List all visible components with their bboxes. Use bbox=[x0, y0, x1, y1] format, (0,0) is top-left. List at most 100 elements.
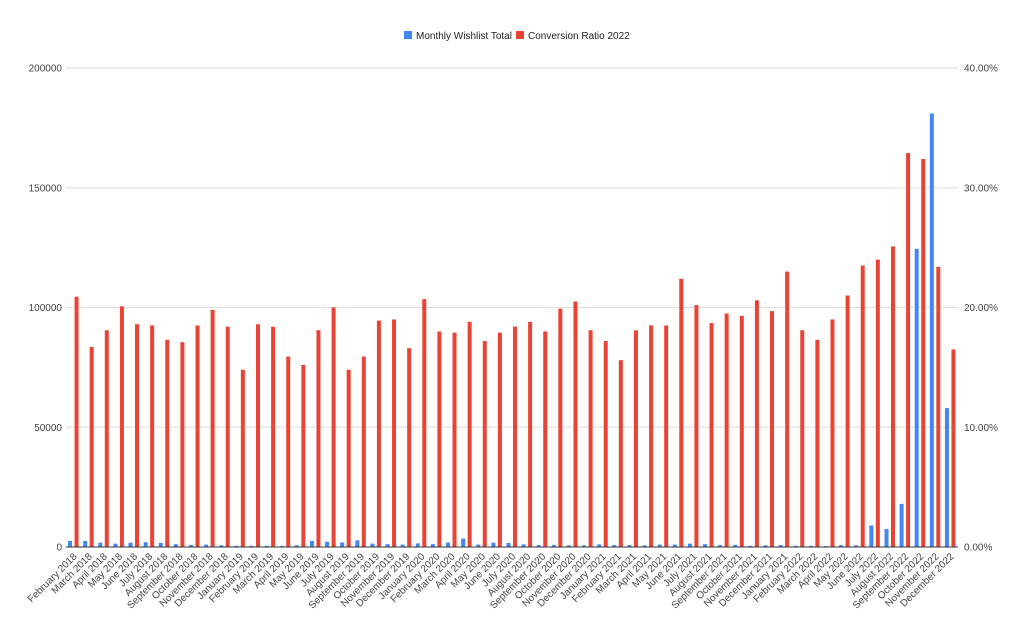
bar-wishlist bbox=[551, 545, 556, 547]
bar-wishlist bbox=[944, 408, 949, 547]
bar-wishlist bbox=[400, 544, 405, 547]
bar-wishlist bbox=[521, 544, 526, 547]
left-axis: 0 50000 100000 150000 200000 bbox=[29, 64, 63, 554]
bar-wishlist bbox=[657, 544, 662, 547]
bar-conversion bbox=[195, 325, 200, 547]
bar-conversion bbox=[603, 341, 608, 547]
left-tick-label: 150000 bbox=[29, 183, 63, 194]
bar-conversion bbox=[785, 271, 790, 547]
left-tick-label: 0 bbox=[56, 543, 62, 554]
legend-label-conversion: Conversion Ratio 2022 bbox=[528, 31, 630, 42]
bar-wishlist bbox=[113, 543, 118, 547]
bar-wishlist bbox=[748, 545, 753, 547]
bar-conversion bbox=[513, 326, 517, 547]
bar-wishlist bbox=[703, 544, 708, 547]
left-tick-label: 100000 bbox=[29, 303, 63, 314]
bar-wishlist bbox=[415, 543, 420, 547]
bar-conversion bbox=[558, 308, 563, 547]
bar-wishlist bbox=[385, 544, 390, 547]
bar-conversion bbox=[271, 326, 276, 547]
bar-conversion bbox=[860, 265, 865, 547]
bar-wishlist bbox=[143, 542, 148, 547]
bar-wishlist bbox=[839, 545, 844, 547]
bar-wishlist bbox=[128, 542, 133, 547]
bar-wishlist bbox=[884, 529, 889, 547]
bar-conversion bbox=[770, 311, 775, 547]
bar-conversion bbox=[346, 369, 351, 547]
bar-wishlist bbox=[642, 545, 647, 547]
bar-wishlist bbox=[718, 545, 723, 547]
bar-wishlist bbox=[582, 545, 587, 547]
bar-wishlist bbox=[234, 545, 239, 547]
bar-conversion bbox=[800, 330, 805, 547]
bar-conversion bbox=[573, 301, 578, 547]
bar-wishlist bbox=[325, 541, 330, 547]
bar-conversion bbox=[210, 309, 215, 547]
bar-wishlist bbox=[672, 544, 677, 547]
right-tick-label: 10.00% bbox=[964, 423, 998, 434]
bar-conversion bbox=[452, 332, 457, 547]
bar-wishlist bbox=[476, 544, 481, 547]
bar-wishlist bbox=[793, 545, 798, 547]
legend-label-wishlist: Monthly Wishlist Total bbox=[416, 31, 512, 42]
bar-wishlist bbox=[763, 545, 768, 547]
bar-wishlist bbox=[173, 544, 178, 547]
bar-wishlist bbox=[491, 542, 496, 547]
bar-conversion bbox=[951, 349, 956, 547]
bar-conversion bbox=[316, 330, 321, 547]
bar-conversion bbox=[180, 342, 185, 547]
bar-conversion bbox=[392, 319, 397, 547]
bar-conversion bbox=[225, 326, 230, 547]
bar-conversion bbox=[135, 324, 140, 547]
bar-conversion bbox=[467, 321, 472, 547]
bar-wishlist bbox=[264, 545, 269, 547]
bar-conversion bbox=[618, 360, 623, 547]
bar-conversion bbox=[724, 313, 729, 547]
bar-conversion bbox=[331, 307, 336, 547]
left-tick-label: 200000 bbox=[29, 64, 63, 75]
bar-wishlist bbox=[370, 543, 375, 547]
right-tick-label: 40.00% bbox=[964, 64, 998, 75]
bar-conversion bbox=[528, 321, 533, 547]
bar-conversion bbox=[633, 330, 638, 547]
bar-conversion bbox=[709, 323, 714, 547]
bar-wishlist bbox=[566, 545, 571, 547]
bar-wishlist bbox=[430, 544, 435, 547]
bar-conversion bbox=[890, 246, 895, 548]
right-tick-label: 30.00% bbox=[964, 183, 998, 194]
bar-wishlist bbox=[204, 544, 209, 547]
bar-wishlist bbox=[189, 545, 194, 547]
bar-conversion bbox=[255, 324, 260, 547]
bar-conversion bbox=[679, 278, 684, 547]
bar-conversion bbox=[165, 339, 170, 547]
bar-conversion bbox=[286, 356, 291, 547]
bar-conversion bbox=[830, 319, 835, 547]
bar-conversion bbox=[437, 331, 442, 547]
bar-conversion bbox=[664, 325, 669, 547]
bar-wishlist bbox=[899, 503, 904, 547]
bar-conversion bbox=[119, 306, 124, 547]
bar-conversion bbox=[921, 159, 926, 547]
bar-wishlist bbox=[506, 542, 511, 547]
bar-wishlist bbox=[98, 542, 103, 547]
bar-wishlist bbox=[597, 544, 602, 547]
bar-wishlist bbox=[309, 541, 314, 547]
bar-conversion bbox=[240, 369, 245, 547]
bar-wishlist bbox=[536, 545, 541, 547]
bar-wishlist bbox=[279, 545, 284, 547]
bar-wishlist bbox=[627, 545, 632, 547]
bar-conversion bbox=[301, 364, 306, 547]
bar-conversion bbox=[845, 295, 850, 547]
bar-wishlist bbox=[294, 545, 299, 547]
bar-conversion bbox=[376, 320, 381, 547]
bar-wishlist bbox=[612, 545, 617, 547]
bar-conversion bbox=[906, 153, 911, 547]
right-axis: 0.00% 10.00% 20.00% 30.00% 40.00% bbox=[964, 64, 998, 554]
bar-wishlist bbox=[929, 113, 934, 547]
bar-wishlist bbox=[914, 248, 919, 547]
bar-conversion bbox=[936, 266, 941, 547]
bar-wishlist bbox=[733, 544, 738, 547]
bar-conversion bbox=[482, 341, 487, 547]
